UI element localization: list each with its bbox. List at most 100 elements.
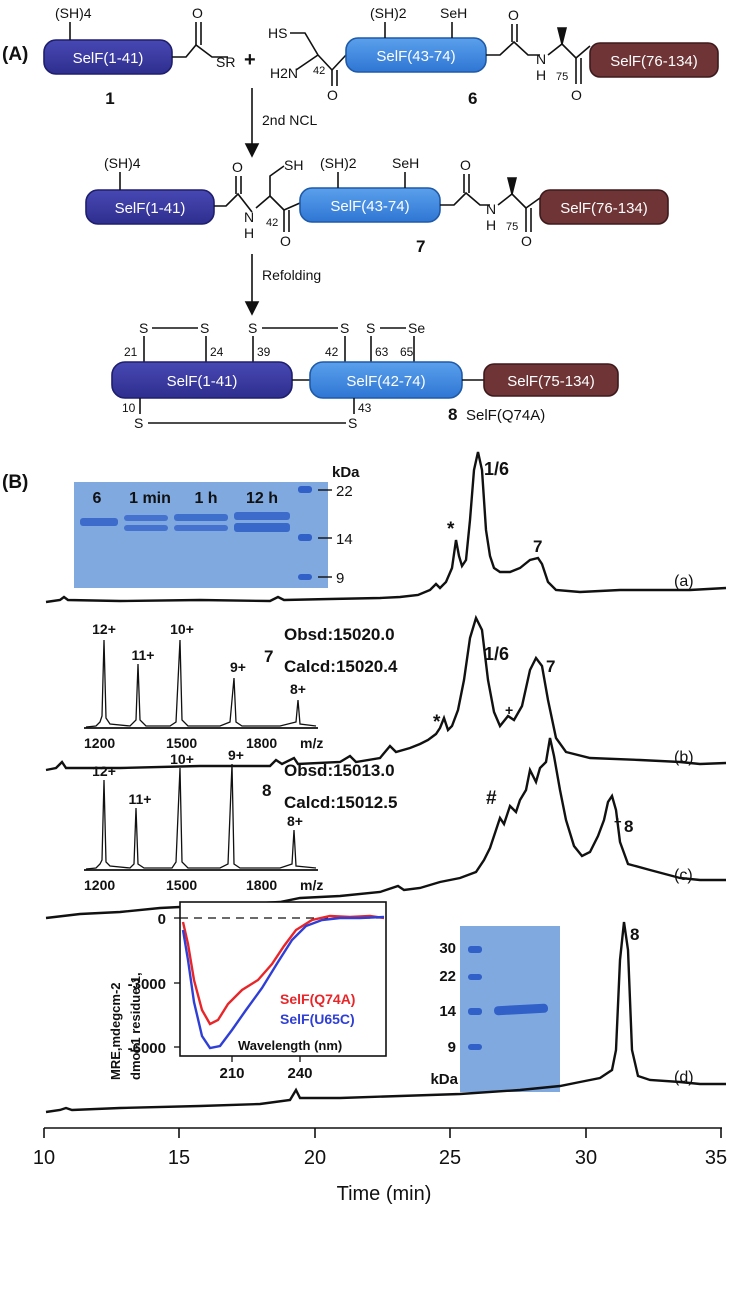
trace-c — [45, 737, 726, 920]
oxygen-label-2: O — [508, 7, 519, 23]
ms8-obsd: Obsd:15013.0 — [284, 761, 395, 780]
ms7-charge-8: 8+ — [290, 681, 306, 697]
xtick-35: 35 — [705, 1147, 727, 1169]
pos-21: 21 — [124, 345, 138, 359]
peak-a-7: 7 — [533, 537, 542, 556]
cd-legend-u65c: SelF(U65C) — [280, 1011, 355, 1027]
cd-xlabel: Wavelength (nm) — [238, 1038, 342, 1053]
trace-a — [45, 451, 727, 604]
cd-ytick-0: 0 — [158, 911, 166, 928]
segment-76-134-label-7: SelF(76-134) — [560, 200, 648, 217]
cd-trace-u65c — [181, 915, 385, 1050]
xtick-25: 25 — [439, 1147, 461, 1169]
compound-6-number: 6 — [468, 89, 477, 108]
oxygen-label-3: O — [571, 87, 582, 103]
pos-65: 65 — [400, 345, 414, 359]
residue-42-label-2: 42 — [266, 217, 278, 229]
gel-1-marker-14: 14 — [336, 531, 353, 548]
s43: S — [348, 415, 357, 431]
cd-xtick-210: 210 — [219, 1065, 244, 1082]
gel-1-bands — [80, 486, 312, 580]
ms8-charge-8: 8+ — [287, 813, 303, 829]
pos-24: 24 — [210, 345, 224, 359]
xtick-20: 20 — [304, 1147, 326, 1169]
gel-1-lane-12h: 12 h — [246, 490, 278, 507]
panel-b: (B) 6 1 min 1 h 12 h kDa 22 14 9 1/6 * — [2, 451, 727, 1205]
segment-1-41-label: SelF(1-41) — [73, 50, 144, 67]
ms8-tick-1500: 1500 — [166, 877, 197, 893]
panel-a-label: (A) — [2, 44, 28, 65]
segment-1-41-label-8: SelF(1-41) — [167, 373, 238, 390]
ms7-unit: m/z — [300, 735, 323, 751]
xtick-15: 15 — [168, 1147, 190, 1169]
trace-label-a: (a) — [674, 573, 694, 590]
trace-b — [45, 614, 727, 772]
amine-label: H2N — [270, 65, 298, 81]
residue-42-label: 42 — [313, 65, 325, 77]
s63: S — [366, 320, 375, 336]
cd-ylabel-2: dmol-1 residue-1, — [128, 972, 143, 1080]
s24: S — [200, 320, 209, 336]
peak-b-star: * — [433, 712, 441, 733]
ms-spectrum-8 — [84, 763, 318, 871]
amide-h-label-3: H — [486, 217, 496, 233]
segment-75-134-label: SelF(75-134) — [507, 373, 595, 390]
gel-1-lane-6: 6 — [93, 490, 102, 507]
amide-h-label: H — [536, 67, 546, 83]
segment-76-134-box-7 — [539, 189, 669, 225]
s42: S — [340, 320, 349, 336]
oxygen-label-7: O — [521, 233, 532, 249]
segment-43-74-label-7: SelF(43-74) — [330, 198, 409, 215]
panel-a: (A) SelF(1-41) (SH)4 O SR 1 + HS H2N 42 … — [2, 5, 719, 431]
gel-1-lane-1h: 1 h — [194, 490, 217, 507]
xtick-30: 30 — [575, 1147, 597, 1169]
thiols-label-7: (SH)4 — [104, 155, 141, 171]
thiols2-label-7: (SH)2 — [320, 155, 357, 171]
pos-43: 43 — [358, 401, 372, 415]
residue-75-label-2: 75 — [506, 221, 518, 233]
carbonyl-oxygen: O — [192, 5, 203, 21]
cd-spectrum — [174, 901, 387, 1062]
ms7-tick-1500: 1500 — [166, 735, 197, 751]
thioester-label: SR — [216, 54, 235, 70]
ms8-compound: 8 — [262, 781, 271, 800]
plus-sign: + — [244, 49, 256, 71]
ms7-charge-9: 9+ — [230, 659, 246, 675]
segment-76-134-box — [589, 42, 719, 78]
cd-ytick-3000: -3000 — [128, 976, 166, 993]
oxygen-label-6: O — [460, 157, 471, 173]
ms7-tick-1800: 1800 — [246, 735, 277, 751]
gel-2-marker-9: 9 — [448, 1039, 456, 1056]
ms8-unit: m/z — [300, 877, 323, 893]
compound-8-number: 8 — [448, 405, 457, 424]
trace-label-d: (d) — [674, 1069, 694, 1086]
peak-c-hash: # — [486, 788, 497, 809]
compound-7-number: 7 — [416, 237, 425, 256]
amide-n-label: N — [536, 51, 546, 67]
segment-76-134-label: SelF(76-134) — [610, 53, 698, 70]
ms7-charge-10: 10+ — [170, 621, 194, 637]
segment-43-74-label: SelF(43-74) — [376, 48, 455, 65]
cd-legend-q74a: SelF(Q74A) — [280, 991, 355, 1007]
segment-1-41-label-7: SelF(1-41) — [115, 200, 186, 217]
thiols-label: (SH)4 — [55, 5, 92, 21]
s21: S — [139, 320, 148, 336]
amide-n-label-2: N — [244, 209, 254, 225]
gel-2-marker-14: 14 — [439, 1003, 456, 1020]
selenol-label: SeH — [440, 5, 467, 21]
ms7-compound: 7 — [264, 647, 273, 666]
ms7-calcd: Calcd:15020.4 — [284, 657, 398, 676]
ms-spectrum-7 — [84, 639, 318, 729]
pos-10: 10 — [122, 401, 136, 415]
ms7-charge-12: 12+ — [92, 621, 116, 637]
gel-1-marker-9: 9 — [336, 570, 344, 587]
step-refolding-label: Refolding — [262, 267, 321, 283]
ms7-obsd: Obsd:15020.0 — [284, 625, 395, 644]
ms8-charge-10: 10+ — [170, 751, 194, 767]
peak-c-plus: + — [614, 814, 622, 829]
ms8-tick-1800: 1800 — [246, 877, 277, 893]
oxygen-label: O — [327, 87, 338, 103]
peak-b-7: 7 — [546, 657, 555, 676]
gel-2-marker-22: 22 — [439, 968, 456, 985]
